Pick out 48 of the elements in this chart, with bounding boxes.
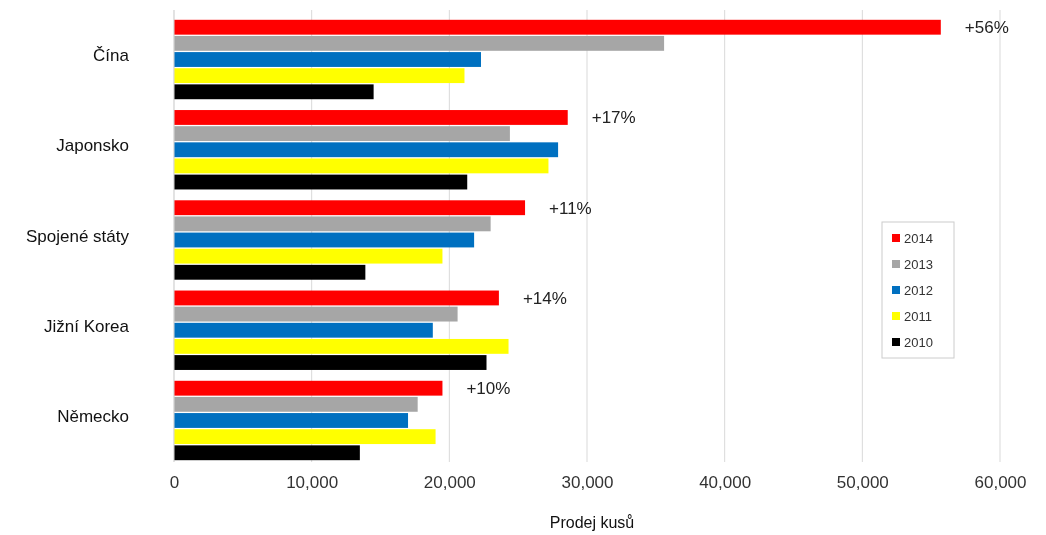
bar	[174, 84, 374, 100]
bar	[174, 322, 433, 338]
bar	[174, 142, 559, 158]
annotation: +56%	[964, 18, 1009, 38]
y-tick-label: Německo	[57, 407, 129, 427]
bar	[174, 355, 487, 370]
bar	[174, 264, 366, 280]
bar	[174, 306, 458, 322]
bar	[174, 35, 665, 51]
legend-label: 2012	[904, 282, 933, 298]
x-tick-label: 50,000	[836, 473, 889, 492]
legend-label: 2013	[904, 256, 933, 272]
bar	[174, 290, 499, 306]
bar	[174, 338, 509, 354]
bar	[174, 380, 443, 396]
bar	[174, 52, 481, 67]
annotation: +14%	[522, 288, 567, 308]
x-tick-label: 0	[169, 473, 180, 492]
x-tick-label: 10,000	[286, 473, 339, 492]
bar	[174, 396, 418, 412]
x-axis-title: Prodej kusů	[549, 514, 635, 531]
bar	[174, 216, 491, 232]
legend-label: 2014	[904, 230, 933, 246]
bar	[174, 429, 436, 445]
y-tick-label: Čína	[93, 46, 130, 66]
legend-label: 2011	[904, 308, 932, 324]
y-tick-label: Spojené státy	[25, 226, 130, 246]
y-tick-label: Japonsko	[56, 136, 129, 156]
x-tick-label: 30,000	[561, 473, 614, 492]
bar	[174, 200, 526, 216]
legend-label: 2010	[904, 334, 933, 350]
bar	[174, 19, 941, 35]
bar	[174, 248, 443, 264]
x-tick-label: 20,000	[423, 473, 476, 492]
bar	[174, 110, 568, 125]
bar	[174, 158, 549, 174]
x-tick-label: 40,000	[699, 473, 752, 492]
bar	[174, 232, 475, 248]
bar	[174, 445, 360, 461]
annotation: +10%	[466, 379, 511, 399]
x-tick-label: 60,000	[974, 473, 1027, 492]
annotation: +11%	[549, 198, 592, 218]
bar	[174, 68, 465, 84]
bar	[174, 174, 468, 190]
annotation: +17%	[591, 108, 636, 128]
bar	[174, 413, 409, 428]
y-tick-label: Jižní Korea	[43, 316, 130, 336]
bar	[174, 126, 510, 142]
